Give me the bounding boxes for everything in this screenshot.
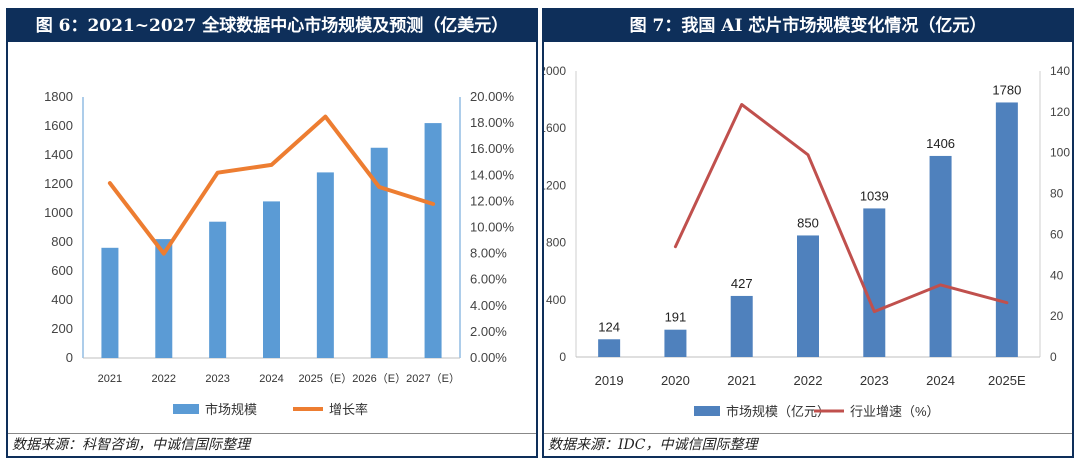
y-right-tick-label: 4.00% xyxy=(470,298,507,313)
bar xyxy=(929,155,952,357)
y-right-tick-label: 20 xyxy=(1050,309,1064,323)
bar-data-label: 1039 xyxy=(860,188,889,203)
bar-data-label: 191 xyxy=(665,310,687,325)
x-tick-label: 2024 xyxy=(926,373,955,388)
line-series xyxy=(673,103,1009,314)
x-tick-label: 2022 xyxy=(152,373,176,385)
bar-data-label: 1406 xyxy=(926,136,955,151)
y-left-tick-label: 400 xyxy=(546,293,566,307)
left-chart: 0 200 400 600 800 1000 1200 1400 1600 1800 0.00% 2.… xyxy=(44,89,515,417)
bar xyxy=(995,102,1018,358)
y-right-tick-label: 8.00% xyxy=(470,246,507,261)
y-right-tick-label: 100 xyxy=(1050,146,1070,160)
y-left-tick-label: 1200 xyxy=(544,178,566,192)
y-right-tick-label: 18.00% xyxy=(470,115,515,130)
x-tick-label: 2023 xyxy=(205,373,229,385)
y-right-tick-label: 80 xyxy=(1050,187,1064,201)
legend-bar-swatch xyxy=(694,406,720,416)
y-left-tick-label: 1600 xyxy=(544,121,566,135)
y-left-tick-label: 2000 xyxy=(544,64,566,78)
x-tick-label: 2025（E） xyxy=(298,372,352,385)
y-right-tick-label: 2.00% xyxy=(470,324,507,339)
line-series xyxy=(107,114,436,256)
right-source-note: 数据来源：IDC，中诚信国际整理 xyxy=(548,437,758,453)
right-source-divider xyxy=(544,433,1072,434)
bar xyxy=(370,147,388,358)
legend-bar-label: 市场规模（亿元） xyxy=(726,404,830,419)
y-left-tick-label: 200 xyxy=(51,321,73,336)
y-left-tick-label: 1000 xyxy=(44,205,73,220)
left-chart-panel: 图 6：2021~2027 全球数据中心市场规模及预测（亿美元） 0 200 400… xyxy=(6,8,538,458)
y-right-tick-label: 0.00% xyxy=(470,350,507,365)
legend-line-label: 行业增速（%） xyxy=(850,404,940,419)
bar-data-label: 850 xyxy=(797,215,819,230)
y-left-tick-label: 0 xyxy=(559,350,566,364)
x-tick-label: 2024 xyxy=(259,373,283,385)
legend-line-label: 增长率 xyxy=(329,402,368,417)
right-chart-title: 图 7：我国 AI 芯片市场规模变化情况（亿元） xyxy=(544,10,1072,42)
x-tick-label: 2020 xyxy=(661,373,690,388)
bar xyxy=(664,329,687,357)
bar-data-label: 124 xyxy=(598,319,620,334)
y-right-tick-label: 40 xyxy=(1050,268,1064,282)
legend-bar-swatch xyxy=(173,404,199,414)
bar-data-label: 427 xyxy=(731,276,753,291)
y-left-tick-label: 600 xyxy=(51,263,73,278)
bar xyxy=(101,247,119,358)
x-tick-label: 2021 xyxy=(98,373,122,385)
bar xyxy=(424,123,442,358)
left-source-divider xyxy=(8,433,536,434)
bar-data-label: 1780 xyxy=(992,82,1021,97)
y-right-tick-label: 0 xyxy=(1050,350,1057,364)
legend-bar-label: 市场规模 xyxy=(205,402,257,417)
bar xyxy=(797,235,819,357)
y-right-tick-label: 140 xyxy=(1050,64,1070,78)
y-right-tick-label: 14.00% xyxy=(470,167,515,182)
y-right-tick-label: 60 xyxy=(1050,227,1064,241)
left-source-note: 数据来源：科智咨询，中诚信国际整理 xyxy=(12,437,250,453)
x-tick-label: 2025E xyxy=(988,373,1026,388)
bar xyxy=(598,339,621,357)
y-left-tick-label: 400 xyxy=(51,292,73,307)
y-right-tick-label: 12.00% xyxy=(470,193,515,208)
bar xyxy=(316,172,334,358)
left-chart-title: 图 6：2021~2027 全球数据中心市场规模及预测（亿美元） xyxy=(8,10,536,42)
y-right-tick-label: 16.00% xyxy=(470,141,515,156)
bar xyxy=(209,221,227,358)
right-chart: 0 400 800 1200 1600 2000 0 20 40 60 80 100 120 140 124… xyxy=(544,64,1070,419)
y-left-tick-label: 800 xyxy=(546,236,566,250)
y-left-tick-label: 800 xyxy=(51,234,73,249)
y-left-tick-label: 1800 xyxy=(44,89,73,104)
x-tick-label: 2023 xyxy=(860,373,889,388)
y-right-tick-label: 20.00% xyxy=(470,89,515,104)
x-tick-label: 2022 xyxy=(794,373,823,388)
x-tick-label: 2021 xyxy=(727,373,756,388)
y-right-tick-label: 10.00% xyxy=(470,220,515,235)
x-tick-label: 2027（E） xyxy=(406,372,460,385)
right-chart-panel: 图 7：我国 AI 芯片市场规模变化情况（亿元） 040080012001600… xyxy=(542,8,1074,458)
y-left-tick-label: 1200 xyxy=(44,176,73,191)
bar xyxy=(863,208,886,357)
y-left-tick-label: 0 xyxy=(66,350,73,365)
y-right-tick-label: 120 xyxy=(1050,105,1070,119)
y-right-tick-label: 6.00% xyxy=(470,272,507,287)
bar xyxy=(155,239,173,358)
y-left-tick-label: 1400 xyxy=(44,147,73,162)
bar xyxy=(263,201,280,358)
bar xyxy=(730,295,753,357)
x-tick-label: 2019 xyxy=(595,373,624,388)
x-tick-label: 2026（E） xyxy=(352,372,406,385)
y-left-tick-label: 1600 xyxy=(44,118,73,133)
